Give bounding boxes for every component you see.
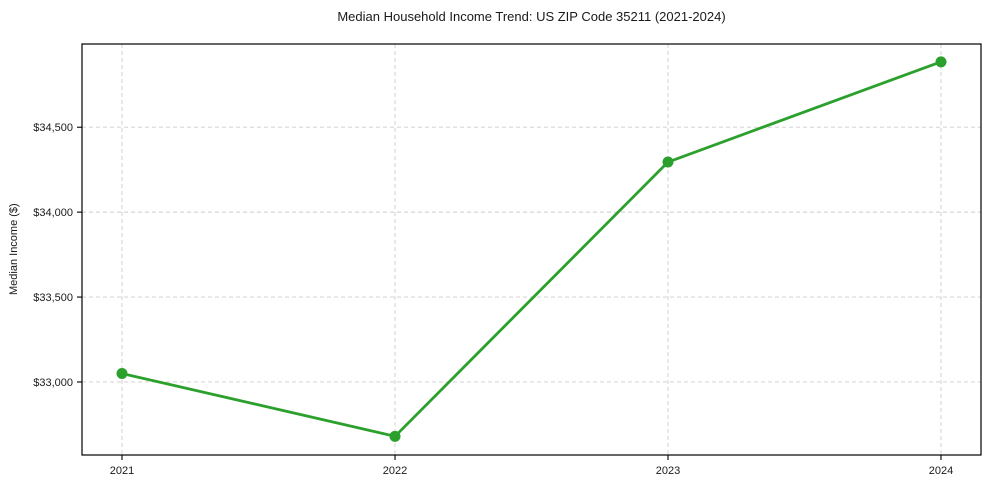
line-series [120, 60, 943, 438]
x-tick-label-2021: 2021 [110, 465, 134, 477]
x-tick-label-2023: 2023 [656, 465, 680, 477]
plot-background [82, 44, 981, 455]
x-tick-label-2022: 2022 [383, 465, 407, 477]
tick-marks [77, 126, 942, 460]
data-point-2024 [935, 56, 947, 68]
plot-border [81, 43, 982, 456]
y-tick-label-33000: $33,000 [33, 377, 73, 389]
y-tick-label-34000: $34,000 [33, 207, 73, 219]
x-tick-label-2024: 2024 [929, 465, 953, 477]
chart-title: Median Household Income Trend: US ZIP Co… [337, 9, 726, 24]
data-point-2021 [116, 367, 128, 379]
gridlines [82, 44, 981, 455]
y-tick-label-33500: $33,500 [33, 292, 73, 304]
data-point-2022 [389, 430, 401, 442]
data-point-2023 [662, 156, 674, 168]
y-tick-label-34500: $34,500 [33, 122, 73, 134]
